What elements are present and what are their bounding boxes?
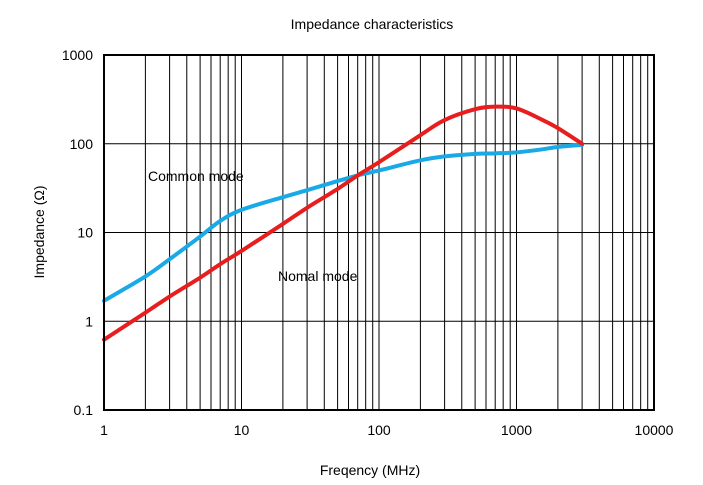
series-line-1 [102, 104, 585, 342]
tick-labels: 1 10 100 1000 10000 0.1 1 10 100 1000 [62, 47, 674, 438]
y-tick-label: 0.1 [74, 402, 94, 418]
annotation-normal-mode: Nomal mode [278, 268, 358, 284]
chart-title: Impedance characteristics [291, 16, 454, 32]
grid [104, 55, 654, 410]
x-tick-label: 10000 [635, 422, 674, 438]
plot-frame [103, 54, 655, 411]
x-tick-label: 1000 [501, 422, 532, 438]
x-axis-label: Freqency (MHz) [320, 462, 420, 478]
series-layer [102, 104, 585, 342]
y-tick-label: 100 [70, 136, 94, 152]
y-axis-label: Impedance (Ω) [31, 186, 47, 279]
annotation-common-mode: Common mode [148, 168, 244, 184]
x-tick-label: 1 [100, 422, 108, 438]
x-tick-label: 10 [234, 422, 250, 438]
y-tick-label: 10 [77, 225, 93, 241]
y-tick-label: 1000 [62, 47, 93, 63]
y-tick-label: 1 [85, 313, 93, 329]
x-tick-label: 100 [367, 422, 391, 438]
